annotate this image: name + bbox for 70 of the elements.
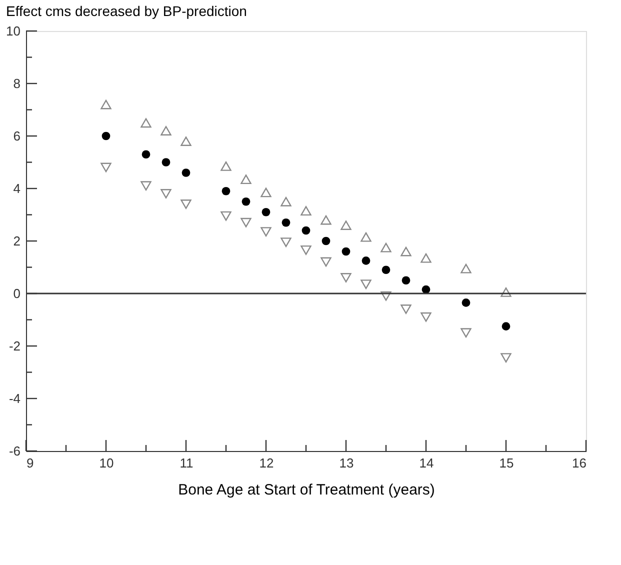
point	[500, 287, 512, 297]
y-tick-label: 10	[6, 24, 20, 38]
point	[462, 298, 470, 307]
y-tick-label: 6	[13, 128, 20, 144]
point	[260, 227, 272, 237]
point	[422, 285, 430, 294]
y-tick-label: 8	[13, 76, 20, 91]
point	[320, 215, 332, 225]
point	[322, 236, 330, 246]
point	[502, 322, 510, 330]
point	[362, 256, 370, 265]
point	[460, 328, 472, 338]
point	[260, 188, 272, 198]
y-tick-label: 2	[13, 234, 20, 248]
x-axis-title: Bone Age at Start of Treatment (years)	[178, 482, 435, 498]
point	[240, 218, 252, 228]
point	[180, 136, 192, 146]
y-tick-label: 0	[13, 286, 20, 301]
x-tick-label: 15	[499, 456, 514, 470]
y-tick-label: -4	[8, 391, 20, 406]
point	[242, 197, 250, 206]
point	[180, 200, 192, 209]
point	[162, 158, 170, 166]
x-tick-label: 10	[99, 456, 114, 470]
point	[400, 304, 412, 314]
point	[340, 273, 352, 282]
point	[500, 353, 512, 363]
point	[222, 186, 230, 196]
point	[280, 238, 292, 248]
point	[220, 211, 232, 221]
point	[240, 174, 252, 184]
point	[220, 161, 232, 171]
point	[402, 276, 410, 285]
y-tick-label: -6	[8, 444, 20, 458]
x-tick-label: 9	[26, 456, 34, 470]
point	[400, 246, 412, 256]
point	[360, 232, 372, 242]
point	[342, 247, 350, 256]
point	[340, 220, 352, 230]
x-tick-label: 14	[419, 456, 434, 470]
x-tick-label: 16	[572, 456, 586, 470]
point	[160, 189, 172, 198]
point	[100, 100, 112, 110]
x-tick-label: 11	[180, 456, 194, 470]
point	[282, 218, 290, 227]
y-tick-label: 4	[13, 181, 20, 196]
point	[380, 291, 392, 301]
point	[302, 226, 310, 235]
x-tick-label: 12	[259, 456, 274, 470]
point	[142, 150, 150, 159]
point	[320, 257, 332, 267]
point	[360, 280, 372, 290]
point	[100, 162, 112, 172]
point	[280, 196, 292, 206]
point	[300, 206, 312, 216]
y-tick-label: -2	[8, 338, 20, 354]
chart-title: Effect cms decreased by BP-prediction	[6, 3, 247, 19]
point	[380, 242, 392, 252]
point	[382, 266, 390, 274]
point	[140, 118, 152, 128]
point	[182, 168, 190, 177]
point	[102, 132, 110, 140]
point	[460, 264, 472, 274]
x-tick-label: 13	[339, 456, 354, 470]
point	[300, 245, 312, 255]
point	[420, 312, 432, 322]
point	[140, 181, 152, 191]
point	[420, 253, 432, 263]
point	[262, 208, 270, 216]
point	[160, 126, 172, 136]
